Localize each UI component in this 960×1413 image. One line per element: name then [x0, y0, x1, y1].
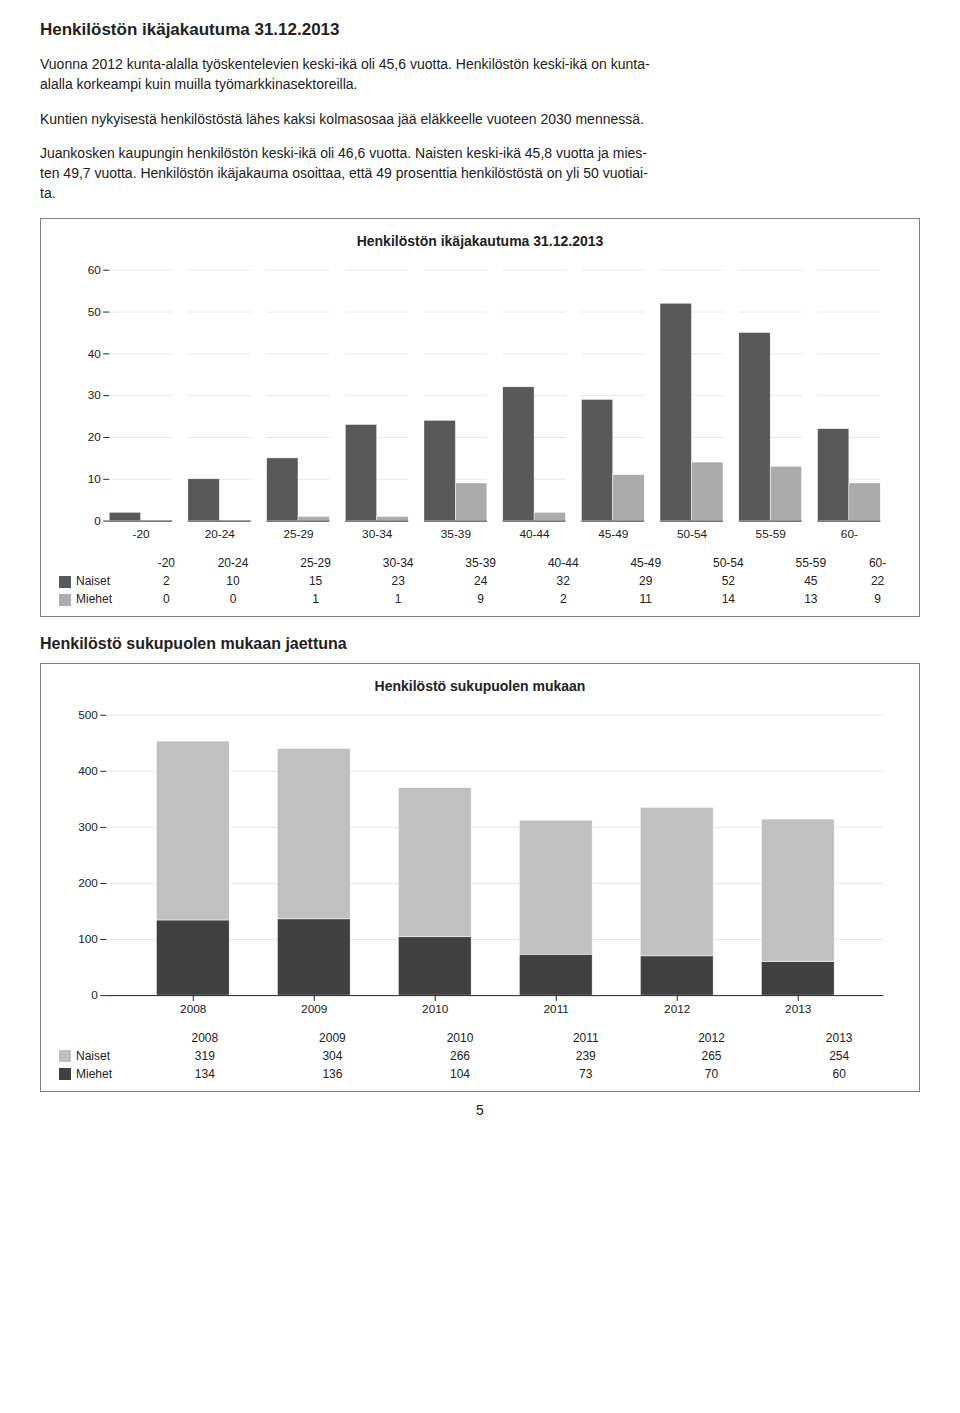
html-text:35-39: 35-39 [465, 555, 496, 570]
html-text:52: 52 [721, 573, 735, 588]
svg-text:200: 200 [78, 876, 98, 890]
svg-text:20-24: 20-24 [205, 527, 236, 541]
svg-text:500: 500 [78, 708, 98, 722]
html-text:Vuonna 2012 kunta-alalla työsk: Vuonna 2012 kunta-alalla työskentelevien… [40, 56, 650, 93]
html-text:Juankosken kaupungin henkilöst: Juankosken kaupungin henkilöstön keski-i… [40, 144, 648, 202]
html-text:2008: 2008 [191, 1030, 219, 1045]
html-text:70: 70 [704, 1066, 719, 1081]
svg-text:50-54: 50-54 [677, 527, 708, 541]
svg-text:35-39: 35-39 [441, 527, 471, 541]
svg-text:30-34: 30-34 [362, 527, 393, 541]
html-text:2012: 2012 [698, 1030, 725, 1045]
html-text:73: 73 [579, 1066, 593, 1081]
svg-text:0: 0 [91, 988, 98, 1002]
html-text:10: 10 [226, 573, 240, 588]
html-text:Henkilöstö sukupuolen mukaan j: Henkilöstö sukupuolen mukaan jaettuna [40, 634, 347, 652]
html-text:304: 304 [322, 1048, 343, 1063]
html-text:Henkilöstön ikäjakautuma 31.12: Henkilöstön ikäjakautuma 31.12.2013 [356, 232, 604, 249]
html-text:32: 32 [556, 573, 570, 588]
svg-text:2013: 2013 [785, 1002, 812, 1016]
svg-text:2009: 2009 [301, 1002, 327, 1016]
html-text:15: 15 [308, 573, 323, 588]
html-text:24: 24 [474, 573, 488, 588]
html-text:9: 9 [874, 591, 881, 606]
html-text:30-34: 30-34 [382, 555, 414, 570]
html-text:25-29: 25-29 [300, 555, 331, 570]
svg-text:300: 300 [78, 820, 98, 834]
html-text:254: 254 [829, 1048, 850, 1063]
html-text:104: 104 [450, 1066, 470, 1081]
html-text:Henkilöstö sukupuolen mukaan: Henkilöstö sukupuolen mukaan [374, 677, 586, 694]
svg-text:50: 50 [88, 305, 102, 319]
html-text:1: 1 [394, 591, 402, 606]
html-text:60: 60 [832, 1066, 846, 1081]
svg-text:10: 10 [88, 472, 102, 486]
html-text:55-59: 55-59 [795, 555, 827, 570]
html-text:266: 266 [450, 1048, 470, 1063]
html-text:22: 22 [870, 573, 885, 588]
html-text:29: 29 [639, 573, 653, 588]
html-text:2009: 2009 [319, 1030, 346, 1045]
svg-text:55-59: 55-59 [756, 527, 786, 541]
html-text:319: 319 [194, 1048, 215, 1063]
html-text:50-54: 50-54 [713, 555, 744, 570]
html-text:13: 13 [804, 591, 818, 606]
svg-text:40: 40 [88, 346, 102, 360]
html-text:Henkilöstön ikäjakautuma 31.12: Henkilöstön ikäjakautuma 31.12.2013 [40, 20, 340, 39]
html-text:20-24: 20-24 [217, 555, 249, 570]
html-text:45: 45 [804, 573, 818, 588]
html-text:0: 0 [163, 591, 170, 606]
html-text:60-: 60- [868, 555, 887, 570]
html-text:45-49: 45-49 [630, 555, 662, 570]
svg-text:2011: 2011 [544, 1002, 569, 1016]
svg-text:60: 60 [88, 263, 102, 277]
html-text:0: 0 [229, 591, 237, 606]
svg-text:20: 20 [88, 430, 102, 444]
svg-text:60-: 60- [841, 527, 858, 541]
html-text:2011: 2011 [572, 1030, 599, 1045]
html-text:23: 23 [391, 573, 405, 588]
svg-text:2008: 2008 [180, 1002, 207, 1016]
svg-text:-20: -20 [133, 527, 150, 541]
html-text:265: 265 [701, 1048, 722, 1063]
svg-text:45-49: 45-49 [598, 527, 628, 541]
html-text:11: 11 [639, 591, 652, 606]
html-text:1: 1 [312, 591, 319, 606]
html-text:14: 14 [721, 591, 735, 606]
svg-text:100: 100 [78, 932, 98, 946]
html-text:Miehet: Miehet [76, 591, 112, 606]
svg-text:25-29: 25-29 [283, 527, 313, 541]
html-text:Miehet: Miehet [76, 1066, 112, 1081]
html-text:-20: -20 [157, 555, 175, 570]
html-text:5: 5 [476, 1101, 484, 1118]
svg-text:30: 30 [88, 388, 102, 402]
html-text:2: 2 [559, 591, 567, 606]
html-text:134: 134 [194, 1066, 215, 1081]
html-text:136: 136 [322, 1066, 343, 1081]
svg-text:2012: 2012 [664, 1002, 690, 1016]
html-text:2013: 2013 [825, 1030, 853, 1045]
html-text:9: 9 [477, 591, 484, 606]
html-text:40-44: 40-44 [547, 555, 579, 570]
svg-text:2010: 2010 [422, 1002, 449, 1016]
html-text:Naiset: Naiset [76, 1048, 110, 1063]
html-text:Naiset: Naiset [76, 573, 110, 588]
html-text:Kuntien nykyisestä henkilöstös: Kuntien nykyisestä henkilöstöstä lähes k… [40, 110, 644, 127]
svg-text:0: 0 [94, 514, 101, 528]
svg-text:400: 400 [78, 764, 98, 778]
svg-text:40-44: 40-44 [520, 527, 551, 541]
html-text:2: 2 [163, 573, 170, 588]
html-text:2010: 2010 [446, 1030, 474, 1045]
html-text:239: 239 [575, 1048, 596, 1063]
